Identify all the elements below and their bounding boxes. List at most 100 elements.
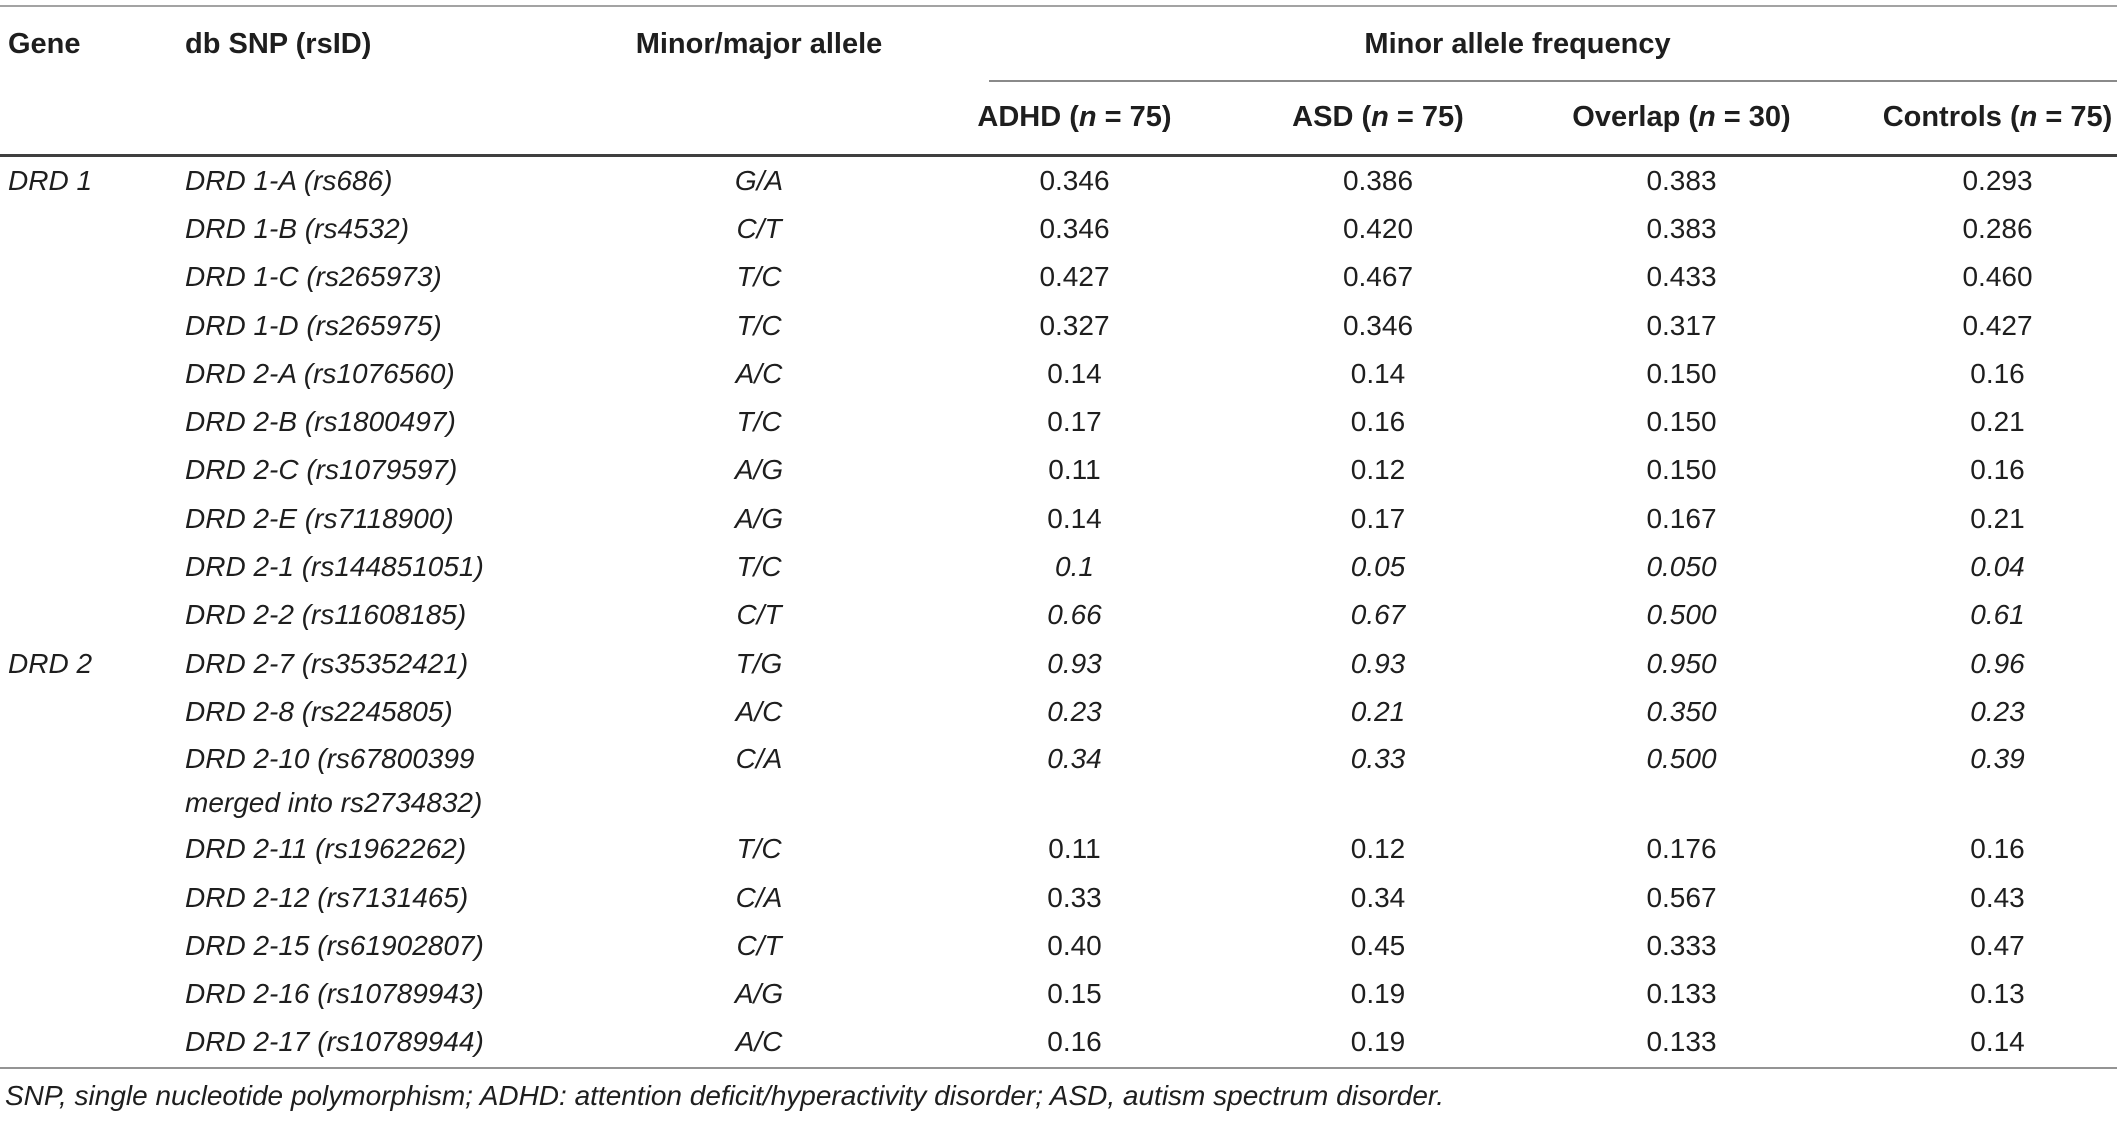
overlap-value-cell: 0.150 (1646, 357, 1717, 389)
adhd-label: ADHD ( (977, 100, 1079, 133)
adhd-value-cell: 0.23 (1047, 695, 1102, 727)
asd-value-cell: 0.21 (1350, 695, 1406, 727)
controls-value-cell: 0.427 (1962, 309, 2033, 341)
table-row: DRD 2-B (rs1800497) T/C 0.17 0.16 0.150 … (0, 398, 2117, 446)
gene-cell (0, 873, 170, 921)
top-rule (0, 5, 2117, 7)
table-row: DRD 1 DRD 1-A (rs686) G/A 0.346 0.386 0.… (0, 155, 2117, 205)
overlap-n-value: = 30) (1715, 100, 1791, 133)
snp-cell: DRD 2-12 (rs7131465) (185, 881, 469, 913)
allele-cell: A/G (734, 454, 784, 486)
gene-cell (0, 591, 170, 639)
snp-cell: DRD 2-1 (rs144851051) (185, 551, 484, 583)
table-row: DRD 2-1 (rs144851051) T/C 0.1 0.05 0.050… (0, 543, 2117, 591)
adhd-value-cell: 0.14 (1047, 502, 1102, 534)
asd-value-cell: 0.45 (1350, 929, 1406, 961)
snp-cell: DRD 1-A (rs686) (185, 164, 393, 196)
column-header-controls: Controls (n = 75) (1838, 81, 2117, 157)
asd-value-cell: 0.67 (1350, 599, 1406, 631)
table-row: DRD 2-17 (rs10789944) A/C 0.16 0.19 0.13… (0, 1018, 2117, 1066)
adhd-value-cell: 0.1 (1055, 551, 1094, 583)
controls-value-cell: 0.21 (1970, 502, 2025, 534)
controls-n-symbol: n (2019, 100, 2038, 133)
controls-value-cell: 0.16 (1970, 833, 2025, 865)
asd-value-cell: 0.14 (1350, 357, 1406, 389)
gene-cell (0, 205, 170, 253)
snp-cell: DRD 2-11 (rs1962262) (185, 833, 467, 865)
snp-cell: DRD 2-16 (rs10789943) (185, 978, 484, 1010)
gene-cell: DRD 2 (8, 647, 93, 679)
gene-cell (0, 922, 170, 970)
overlap-value-cell: 0.350 (1646, 695, 1717, 727)
adhd-value-cell: 0.11 (1048, 833, 1101, 865)
adhd-value-cell: 0.33 (1047, 881, 1102, 913)
asd-value-cell: 0.33 (1350, 743, 1406, 775)
allele-cell: T/C (736, 406, 782, 438)
allele-cell: C/T (736, 929, 782, 961)
gene-cell (0, 736, 170, 825)
adhd-value-cell: 0.427 (1039, 261, 1110, 293)
table-row: DRD 2 DRD 2-7 (rs35352421) T/G 0.93 0.93… (0, 639, 2117, 687)
asd-value-cell: 0.19 (1350, 978, 1406, 1010)
controls-value-cell: 0.14 (1970, 1026, 2025, 1058)
gene-cell: DRD 1 (8, 164, 93, 196)
allele-cell: C/A (735, 743, 783, 775)
adhd-value-cell: 0.93 (1047, 647, 1102, 679)
snp-cell: DRD 2-17 (rs10789944) (185, 1026, 484, 1058)
overlap-value-cell: 0.500 (1646, 599, 1717, 631)
snp-cell: DRD 2-8 (rs2245805) (185, 695, 453, 727)
gene-cell (0, 253, 170, 301)
table-row: DRD 1-D (rs265975) T/C 0.327 0.346 0.317… (0, 301, 2117, 349)
overlap-value-cell: 0.133 (1646, 978, 1717, 1010)
snp-cell: DRD 1-D (rs265975) (185, 309, 442, 341)
overlap-value-cell: 0.567 (1646, 881, 1717, 913)
asd-value-cell: 0.346 (1342, 309, 1414, 341)
allele-cell: A/G (734, 502, 784, 534)
column-header-maf-group: Minor allele frequency (1364, 27, 1671, 60)
adhd-value-cell: 0.17 (1047, 406, 1102, 438)
snp-cell: DRD 2-C (rs1079597) (185, 454, 458, 486)
table-row: DRD 2-12 (rs7131465) C/A 0.33 0.34 0.567… (0, 873, 2117, 921)
adhd-value-cell: 0.15 (1047, 978, 1102, 1010)
snp-cell: DRD 1-C (rs265973) (185, 261, 442, 293)
asd-value-cell: 0.05 (1350, 551, 1406, 583)
controls-value-cell: 0.61 (1970, 599, 2025, 631)
adhd-value-cell: 0.40 (1047, 929, 1102, 961)
header-row-sub: ADHD (n = 75) ASD (n = 75) Overlap (n = … (0, 81, 2117, 157)
table-row: DRD 2-A (rs1076560) A/C 0.14 0.14 0.150 … (0, 350, 2117, 398)
asd-value-cell: 0.12 (1350, 454, 1406, 486)
adhd-value-cell: 0.346 (1039, 212, 1110, 244)
column-header-allele: Minor/major allele (635, 27, 883, 60)
maf-group-underline (989, 80, 2117, 82)
asd-value-cell: 0.34 (1350, 881, 1406, 913)
allele-cell: A/G (734, 978, 784, 1010)
gene-cell (0, 970, 170, 1018)
asd-label: ASD ( (1292, 100, 1372, 133)
adhd-value-cell: 0.14 (1047, 357, 1102, 389)
overlap-value-cell: 0.176 (1646, 833, 1717, 865)
asd-value-cell: 0.93 (1350, 647, 1406, 679)
adhd-value-cell: 0.327 (1039, 309, 1110, 341)
overlap-value-cell: 0.433 (1646, 261, 1717, 293)
overlap-value-cell: 0.167 (1646, 502, 1717, 534)
controls-value-cell: 0.286 (1962, 212, 2033, 244)
controls-value-cell: 0.43 (1970, 881, 2025, 913)
controls-value-cell: 0.293 (1962, 164, 2033, 196)
controls-value-cell: 0.96 (1970, 647, 2025, 679)
allele-cell: G/A (734, 164, 784, 196)
controls-value-cell: 0.47 (1970, 929, 2025, 961)
table-row: DRD 2-2 (rs11608185) C/T 0.66 0.67 0.500… (0, 591, 2117, 639)
controls-value-cell: 0.460 (1962, 261, 2033, 293)
asd-value-cell: 0.16 (1350, 406, 1406, 438)
asd-value-cell: 0.19 (1350, 1026, 1406, 1058)
table-row: DRD 1-B (rs4532) C/T 0.346 0.420 0.383 0… (0, 205, 2117, 253)
overlap-label: Overlap ( (1572, 100, 1699, 133)
header-spacer-snp (170, 81, 600, 157)
table-row: DRD 2-E (rs7118900) A/G 0.14 0.17 0.167 … (0, 495, 2117, 543)
table-body: DRD 1 DRD 1-A (rs686) G/A 0.346 0.386 0.… (0, 155, 2117, 1067)
table-row: DRD 2-15 (rs61902807) C/T 0.40 0.45 0.33… (0, 922, 2117, 970)
allele-cell: C/T (736, 599, 782, 631)
table-row: DRD 2-16 (rs10789943) A/G 0.15 0.19 0.13… (0, 970, 2117, 1018)
adhd-n-value: = 75) (1096, 100, 1172, 133)
